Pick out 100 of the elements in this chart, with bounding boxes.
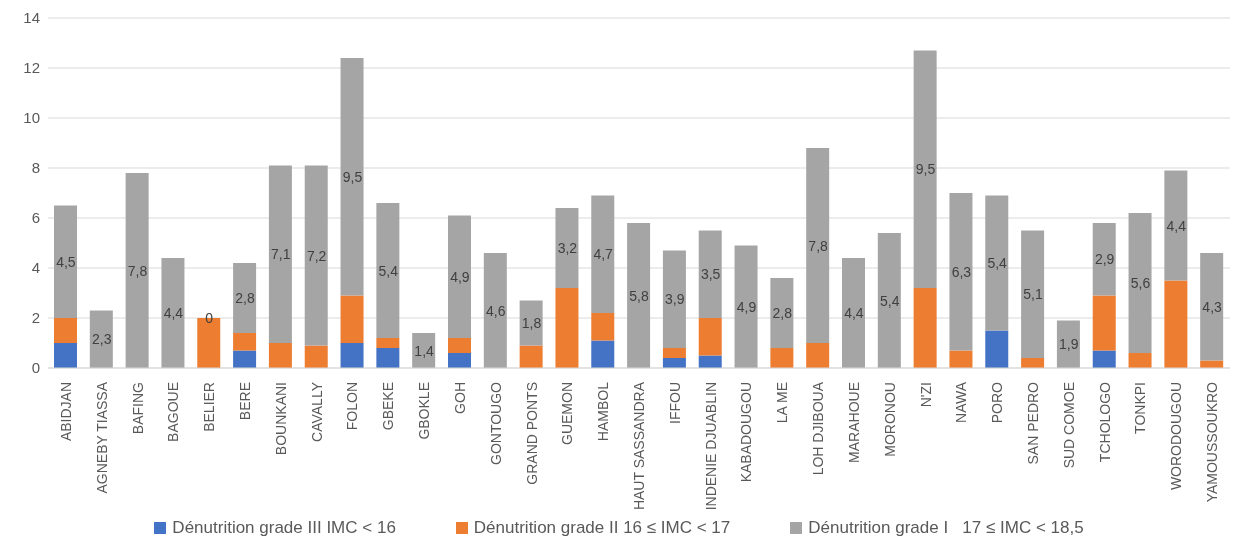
bar	[842, 258, 865, 368]
bar	[376, 338, 400, 348]
bar	[985, 330, 1009, 368]
bar	[1164, 170, 1188, 281]
x-tick-label: KABADOUGOU	[738, 382, 755, 483]
bar	[877, 233, 901, 368]
data-label: 5,4	[987, 255, 1008, 271]
bar	[1021, 230, 1045, 358]
bar	[949, 193, 973, 351]
data-label: 4,4	[1166, 217, 1187, 234]
x-tick-label: AGNEBY TIASSA	[93, 381, 110, 494]
bar	[304, 345, 328, 368]
bar	[770, 348, 794, 368]
data-label: 4,5	[56, 253, 76, 270]
y-tick-label: 14	[23, 9, 40, 27]
x-tick-label: IFFOU	[666, 382, 683, 424]
bar	[340, 295, 364, 343]
data-label: 2,8	[235, 290, 255, 306]
x-tick-label: SUD COMOE	[1060, 382, 1077, 469]
bar	[54, 343, 77, 368]
bar	[376, 348, 400, 368]
data-label: 4,4	[844, 305, 864, 321]
data-label: 4,4	[163, 305, 184, 321]
data-label: 4,9	[736, 298, 757, 315]
x-tick-label: GBOKLE	[416, 382, 433, 440]
bar	[304, 165, 328, 346]
x-tick-label: N'ZI	[917, 382, 934, 408]
bar	[233, 263, 257, 333]
x-tick-label: FOLON	[344, 382, 361, 431]
bar	[555, 208, 579, 288]
bar	[340, 343, 364, 368]
y-tick-label: 4	[31, 259, 40, 277]
x-tick-label: NAWA	[953, 381, 970, 423]
data-label: 1,4	[414, 342, 435, 359]
bar	[1021, 358, 1045, 368]
bar	[770, 278, 794, 348]
x-tick-label: BELIER	[201, 382, 218, 432]
y-tick-label: 8	[31, 159, 40, 177]
bar	[161, 258, 185, 368]
data-label: 5,4	[879, 292, 900, 309]
bar	[1092, 295, 1116, 351]
data-label: 3,2	[557, 240, 578, 256]
data-label: 7,1	[271, 246, 291, 263]
y-tick-label: 10	[23, 109, 40, 127]
data-label: 2,3	[91, 331, 112, 348]
x-tick-label: PORO	[989, 381, 1006, 424]
bar	[1164, 280, 1188, 368]
bar	[1092, 350, 1116, 368]
x-tick-label: LOH DJIBOUA	[810, 381, 827, 476]
bar	[519, 345, 543, 368]
bar	[913, 50, 937, 288]
bar	[1092, 223, 1116, 296]
bar	[54, 318, 77, 343]
x-tick-label: WORODOUGOU	[1168, 382, 1185, 491]
bar	[483, 253, 507, 368]
bar	[233, 350, 257, 368]
bar	[54, 205, 77, 318]
legend-label: Dénutrition grade III IMC < 16	[171, 518, 396, 538]
data-label: 5,1	[1023, 286, 1043, 303]
x-tick-label: BAFING	[129, 382, 146, 435]
x-tick-label: LA ME	[774, 382, 791, 424]
legend-label: Dénutrition grade II 16 ≤ IMC < 17	[472, 518, 731, 538]
legend-label: Dénutrition grade I 17 ≤ IMC < 18,5	[807, 518, 1084, 538]
y-tick-label: 6	[31, 209, 40, 227]
bar	[448, 215, 471, 338]
bar	[734, 245, 758, 368]
bar	[591, 195, 615, 313]
data-label: 2,8	[772, 305, 793, 321]
bar	[340, 58, 364, 296]
x-tick-label: BAGOUE	[165, 382, 182, 442]
data-label: 4,9	[450, 268, 470, 285]
x-tick-label: SAN PEDRO	[1025, 381, 1041, 465]
data-label: 9,5	[915, 161, 936, 178]
bar	[448, 338, 471, 353]
x-tick-label: GRAND PONTS	[523, 382, 540, 485]
bar	[233, 333, 257, 351]
x-tick-label: TONKPI	[1132, 382, 1149, 434]
bar	[1128, 353, 1152, 368]
bar	[591, 313, 615, 341]
data-label: 4,6	[485, 302, 506, 319]
y-tick-label: 12	[23, 59, 40, 77]
x-tick-label: BOUNKANI	[272, 382, 289, 456]
bar	[555, 288, 579, 368]
x-tick-label: CAVALLY	[308, 381, 325, 442]
x-tick-label: YAMOUSSOUKRO	[1204, 381, 1221, 503]
data-label: 1,8	[521, 315, 542, 331]
bar	[1128, 213, 1152, 353]
x-tick-label: INDENIE DJUABLIN	[702, 382, 719, 511]
bar	[985, 195, 1009, 331]
bar	[806, 148, 830, 343]
x-tick-label: HAUT SASSANDRA	[631, 381, 647, 511]
x-tick-label: GOH	[451, 382, 468, 414]
bar	[698, 230, 722, 318]
bar	[662, 348, 686, 358]
data-label: 7,8	[127, 262, 148, 279]
x-tick-label: MORONOU	[881, 382, 898, 457]
data-label: 7,8	[808, 237, 829, 254]
bar	[913, 288, 937, 368]
bar	[268, 165, 292, 343]
y-tick-label: 2	[31, 309, 40, 327]
